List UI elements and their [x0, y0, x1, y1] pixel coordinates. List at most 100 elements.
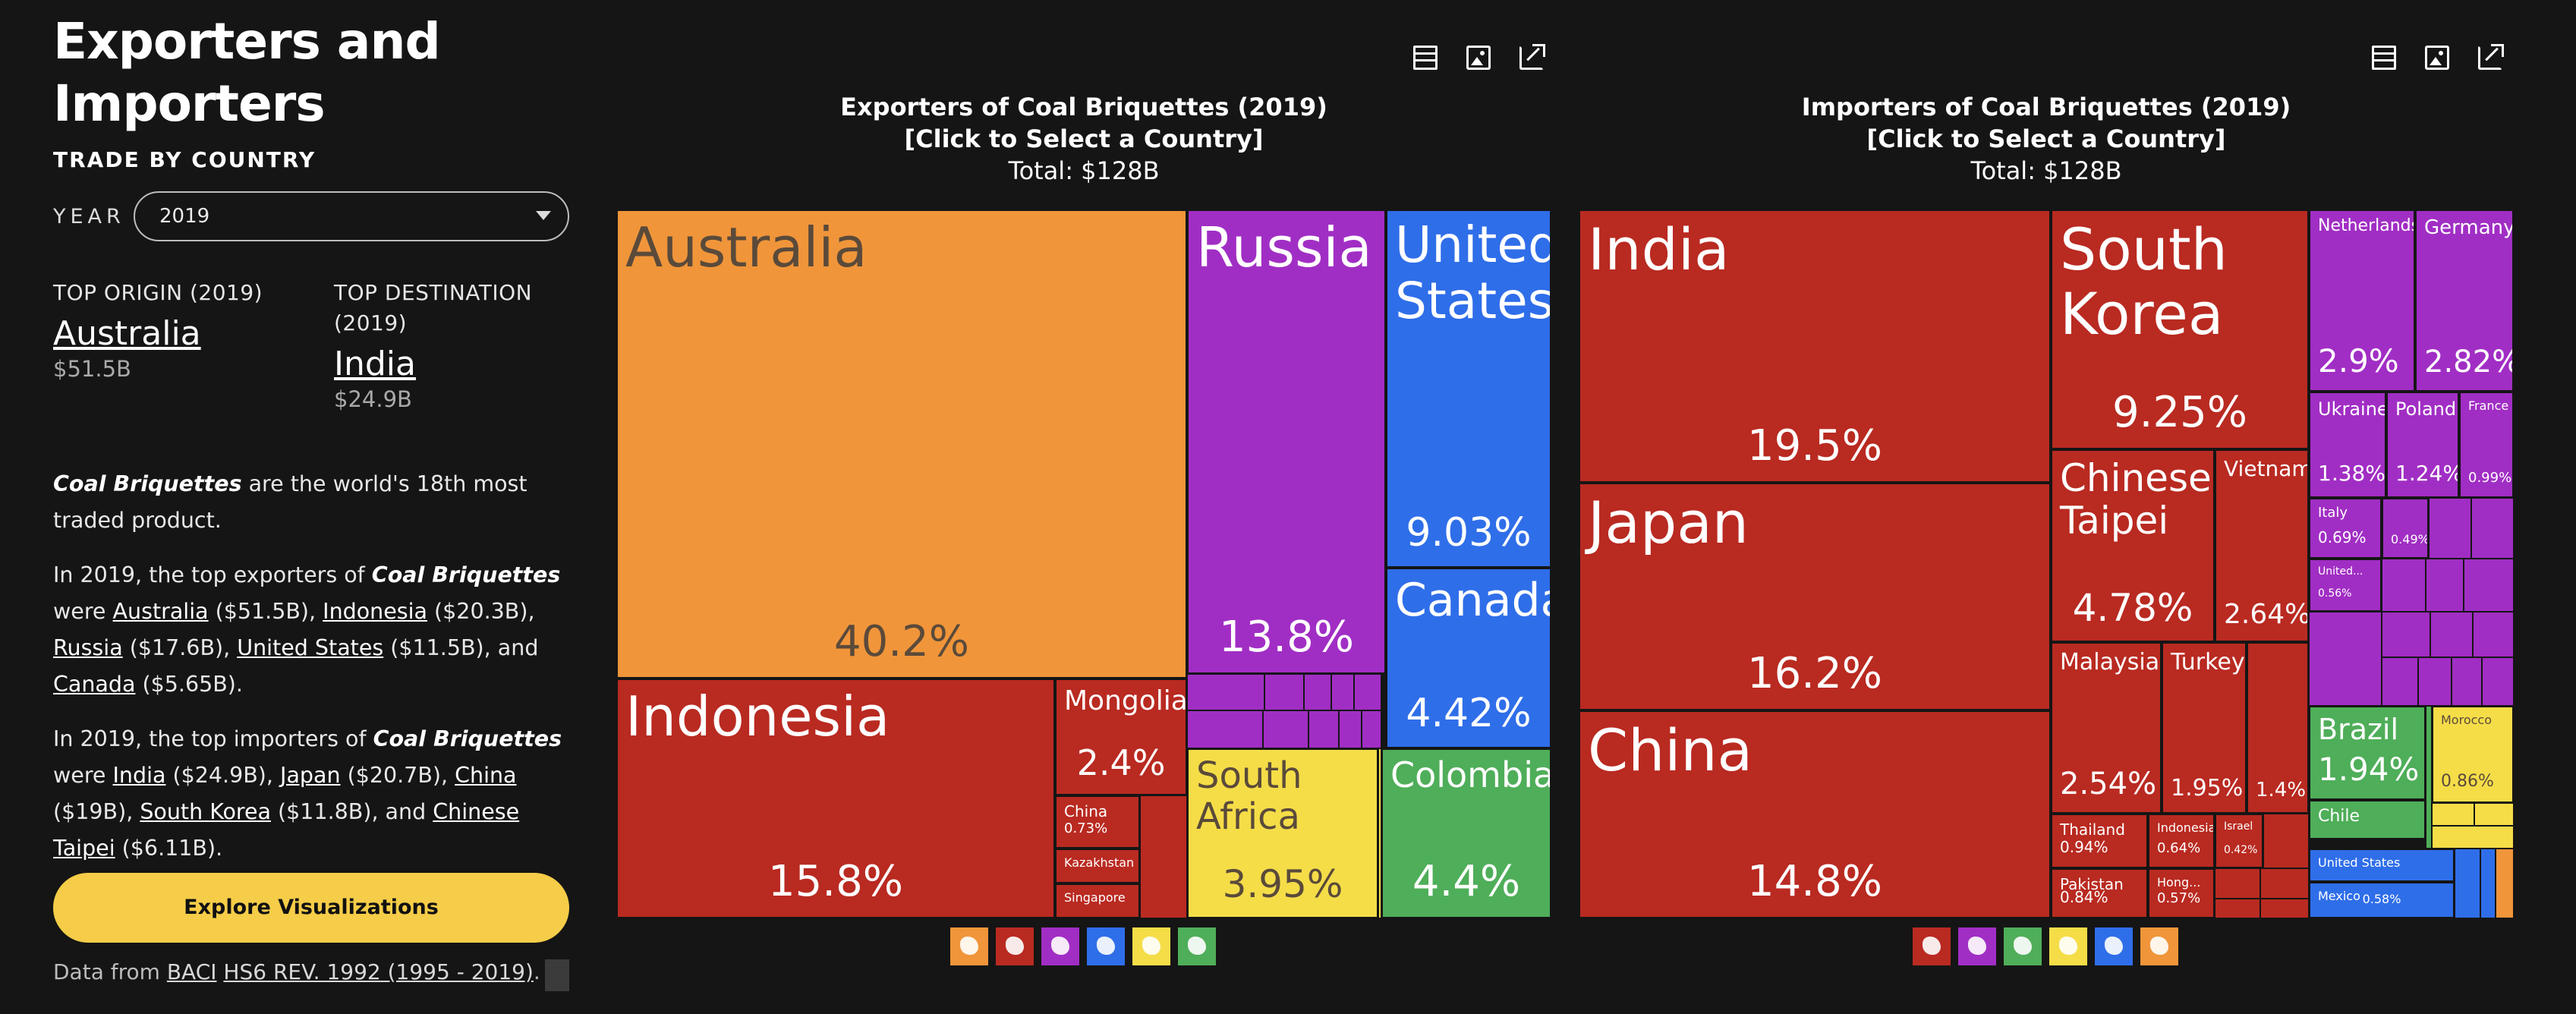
treemap-cell-united[interactable]: United... 0.56%: [2309, 559, 2382, 612]
top-origin-link[interactable]: Australia: [53, 314, 201, 353]
treemap-cell-small[interactable]: [2432, 826, 2514, 849]
europe-icon[interactable]: [1041, 927, 1079, 965]
north-america-icon[interactable]: [1087, 927, 1125, 965]
asia-icon[interactable]: [1913, 927, 1951, 965]
table-icon[interactable]: [2372, 46, 2396, 70]
africa-icon[interactable]: [1132, 927, 1170, 965]
treemap-cell-thailand[interactable]: Thailand 0.94%: [2051, 814, 2148, 868]
hs6-link[interactable]: HS6 REV. 1992 (1995 - 2019): [223, 959, 534, 984]
treemap-cell-small[interactable]: [1140, 795, 1187, 918]
explore-visualizations-button[interactable]: Explore Visualizations: [53, 873, 569, 943]
treemap-cell-united-states[interactable]: United States: [2309, 849, 2455, 882]
treemap-cell-malaysia[interactable]: Malaysia 2.54%: [2051, 642, 2162, 814]
treemap-cell-small[interactable]: [1264, 674, 1304, 710]
treemap-cell-small[interactable]: [2496, 849, 2514, 918]
treemap-cell-colombia[interactable]: Colombia 4.4%: [1381, 748, 1551, 918]
treemap-cell-ukraine[interactable]: Ukraine 1.38%: [2309, 392, 2386, 498]
treemap-cell-small[interactable]: [2430, 612, 2473, 657]
treemap-cell-south-africa[interactable]: South Africa 3.95%: [1187, 748, 1378, 918]
africa-icon[interactable]: [2049, 927, 2087, 965]
country-link[interactable]: Indonesia: [323, 599, 427, 624]
treemap-cell-small[interactable]: [2480, 849, 2496, 918]
treemap-cell-small[interactable]: [2452, 657, 2482, 706]
treemap-cell-netherlands[interactable]: Netherlands 2.9%: [2309, 209, 2415, 392]
treemap-cell-1-4[interactable]: 1.4%: [2247, 642, 2309, 814]
top-destination-link[interactable]: India: [334, 345, 416, 383]
table-icon[interactable]: [1413, 46, 1438, 70]
treemap-cell-small[interactable]: [2382, 612, 2430, 657]
treemap-cell-south-korea[interactable]: South Korea 9.25%: [2051, 209, 2309, 449]
treemap-cell-indonesia[interactable]: Indonesia 15.8%: [616, 679, 1055, 918]
treemap-cell-small[interactable]: [1354, 674, 1381, 710]
treemap-cell-kazakhstan[interactable]: Kazakhstan: [1055, 849, 1140, 883]
treemap-cell-singapore[interactable]: Singapore: [1055, 883, 1140, 918]
treemap-cell-small[interactable]: [2482, 657, 2514, 706]
south-america-icon[interactable]: [2004, 927, 2042, 965]
oceania-icon[interactable]: [950, 927, 988, 965]
treemap-cell-small[interactable]: [2215, 868, 2260, 899]
treemap-cell-australia[interactable]: Australia 40.2%: [616, 209, 1187, 679]
treemap-cell-small[interactable]: [1339, 710, 1362, 748]
country-link[interactable]: Canada: [53, 672, 136, 697]
treemap-cell-small[interactable]: [2260, 899, 2309, 918]
treemap-cell-small[interactable]: [1362, 710, 1381, 748]
treemap-cell-small[interactable]: [1187, 674, 1264, 710]
treemap-cell-small[interactable]: [1304, 674, 1331, 710]
country-link[interactable]: South Korea: [140, 799, 271, 824]
treemap-cell-mexico[interactable]: Mexico 0.58%: [2309, 882, 2455, 918]
external-link-icon[interactable]: [1519, 44, 1545, 70]
treemap-cell-small[interactable]: [2382, 559, 2426, 612]
year-select[interactable]: 2019: [134, 191, 569, 241]
treemap-cell-poland[interactable]: Poland 1.24%: [2386, 392, 2459, 498]
treemap-cell-small[interactable]: [2263, 814, 2309, 868]
treemap-cell-small[interactable]: [2474, 803, 2514, 826]
scroll-handle[interactable]: [545, 959, 569, 991]
treemap-cell-russia[interactable]: Russia 13.8%: [1187, 209, 1386, 674]
treemap-cell-japan[interactable]: Japan 16.2%: [1579, 483, 2051, 710]
treemap-cell-brazil[interactable]: Brazil 1.94%: [2309, 706, 2426, 800]
treemap-cell-india[interactable]: India 19.5%: [1579, 209, 2051, 483]
external-link-icon[interactable]: [2478, 44, 2504, 70]
country-link[interactable]: China: [455, 763, 517, 788]
country-link[interactable]: United States: [237, 635, 384, 660]
country-link[interactable]: Japan: [280, 763, 341, 788]
treemap-cell-vietnam[interactable]: Vietnam 2.64%: [2215, 449, 2309, 642]
oceania-icon[interactable]: [2140, 927, 2178, 965]
treemap-cell-france[interactable]: France 0.99%: [2459, 392, 2514, 498]
treemap-cell-hong[interactable]: Hong... 0.57%: [2148, 868, 2215, 918]
treemap-cell-united-states[interactable]: United States 9.03%: [1386, 209, 1551, 568]
treemap-cell-indonesia[interactable]: Indonesia 0.64%: [2148, 814, 2215, 868]
south-america-icon[interactable]: [1178, 927, 1216, 965]
treemap-cell-germany[interactable]: Germany 2.82%: [2415, 209, 2514, 392]
treemap-cell-small[interactable]: [2260, 868, 2309, 899]
baci-link[interactable]: BACI: [166, 959, 217, 984]
treemap-cell-turkey[interactable]: Turkey 1.95%: [2162, 642, 2247, 814]
treemap-cell-small[interactable]: [1308, 710, 1339, 748]
treemap-cell-small[interactable]: [2429, 498, 2471, 559]
treemap-cell-china[interactable]: China 14.8%: [1579, 710, 2051, 918]
country-link[interactable]: Russia: [53, 635, 123, 660]
treemap-cell-mongolia[interactable]: Mongolia 2.4%: [1055, 679, 1187, 795]
asia-icon[interactable]: [996, 927, 1034, 965]
north-america-icon[interactable]: [2095, 927, 2133, 965]
treemap-cell-small[interactable]: [2473, 612, 2514, 657]
treemap-cell-morocco[interactable]: Morocco 0.86%: [2432, 706, 2514, 803]
treemap-cell-small[interactable]: [2464, 559, 2514, 612]
treemap-cell-small[interactable]: [2426, 706, 2432, 849]
treemap-cell-small[interactable]: [2471, 498, 2514, 559]
treemap-cell-small[interactable]: [2382, 657, 2418, 706]
treemap-cell-small[interactable]: [1187, 710, 1263, 748]
country-link[interactable]: Chinese Taipei: [53, 799, 520, 861]
europe-icon[interactable]: [1958, 927, 1996, 965]
treemap-cell-small[interactable]: [2309, 612, 2382, 706]
treemap-cell-small[interactable]: [1378, 748, 1381, 918]
treemap-cell-small[interactable]: [2418, 657, 2452, 706]
image-icon[interactable]: [1466, 46, 1491, 70]
image-icon[interactable]: [2425, 46, 2449, 70]
treemap-cell-pakistan[interactable]: Pakistan 0.84%: [2051, 868, 2148, 918]
treemap-cell-0-49[interactable]: 0.49%: [2382, 498, 2429, 559]
treemap-cell-small[interactable]: [2426, 559, 2464, 612]
treemap-cell-small[interactable]: [2432, 803, 2474, 826]
treemap-cell-small[interactable]: [2215, 899, 2260, 918]
treemap-cell-small[interactable]: [1331, 674, 1354, 710]
